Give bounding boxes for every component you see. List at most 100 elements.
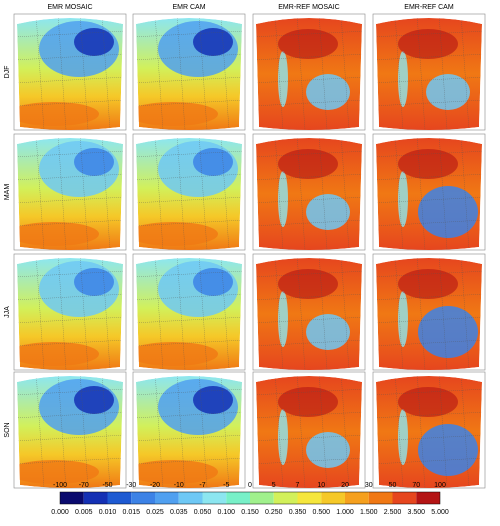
anomaly (136, 460, 218, 484)
map (256, 376, 362, 488)
graticule (154, 138, 164, 250)
colorbar-bottom-label: 0.005 (75, 509, 93, 516)
anomaly (398, 51, 408, 107)
graticule (256, 434, 362, 442)
anomaly (398, 171, 408, 227)
graticule (376, 457, 482, 465)
colorbar-bin (107, 492, 132, 504)
graticule (376, 434, 482, 442)
colorbar-bin (83, 492, 108, 504)
colorbar-top-label: -70 (79, 482, 89, 489)
graticule (176, 18, 186, 130)
anomaly (306, 194, 350, 230)
graticule (17, 457, 123, 465)
map (256, 138, 362, 250)
colorbar-bin (155, 492, 179, 504)
colorbar-bin (345, 492, 369, 504)
anomaly (193, 148, 233, 176)
anomaly (306, 432, 350, 468)
graticule (136, 76, 242, 84)
colorbar-bin (368, 492, 393, 504)
anomaly (74, 28, 114, 56)
graticule (256, 219, 362, 227)
map (256, 18, 362, 130)
graticule (376, 30, 482, 38)
graticule (376, 270, 482, 278)
graticule (136, 434, 242, 442)
colorbar-bottom-label: 3.500 (407, 509, 425, 516)
row-label: DJF (4, 66, 11, 79)
graticule (17, 53, 123, 61)
graticule (460, 138, 470, 250)
row-label: SON (4, 422, 11, 437)
anomaly (278, 149, 338, 179)
anomaly (278, 291, 288, 347)
graticule (318, 138, 328, 250)
colorbar-bin (273, 492, 298, 504)
graticule (57, 138, 67, 250)
graticule (17, 150, 123, 158)
colorbar-bottom-label: 0.035 (170, 509, 188, 516)
colorbar-bottom-label: 0.350 (289, 509, 307, 516)
graticule (220, 18, 230, 130)
colorbar-bottom-label: 0.500 (312, 509, 330, 516)
anomaly (136, 342, 218, 366)
colorbar-top-label: 50 (389, 482, 397, 489)
graticule (256, 457, 362, 465)
anomaly (278, 269, 338, 299)
graticule (136, 196, 242, 204)
colorbar-top-label: -30 (126, 482, 136, 489)
graticule (136, 339, 242, 347)
colorbar-top-label: 100 (434, 482, 446, 489)
graticule (136, 173, 242, 181)
colorbar-top-label: -5 (223, 482, 229, 489)
column-title: EMR MOSAIC (47, 4, 92, 11)
graticule (17, 339, 123, 347)
graticule (176, 376, 186, 488)
graticule (154, 258, 164, 370)
column-title: EMR CAM (172, 4, 205, 11)
graticule (101, 18, 111, 130)
column-title: EMR-REF MOSAIC (278, 4, 339, 11)
anomaly (278, 387, 338, 417)
colorbar-bin (297, 492, 322, 504)
graticule (136, 30, 242, 38)
graticule (35, 376, 45, 488)
graticule (57, 18, 67, 130)
map (136, 376, 242, 488)
graticule (274, 258, 284, 370)
graticule (318, 376, 328, 488)
colorbar-bin (321, 492, 345, 504)
graticule (256, 411, 362, 419)
colorbar-bottom-label: 0.100 (217, 509, 235, 516)
colorbar-top-label: 5 (272, 482, 276, 489)
graticule (79, 376, 89, 488)
colorbar-top-label: -50 (102, 482, 112, 489)
colorbar-top-label: 20 (341, 482, 349, 489)
anomaly (398, 291, 408, 347)
graticule (416, 258, 426, 370)
graticule (416, 376, 426, 488)
graticule (17, 388, 123, 396)
graticule (256, 316, 362, 324)
map (256, 258, 362, 370)
graticule (256, 388, 362, 396)
graticule (35, 138, 45, 250)
graticule (79, 138, 89, 250)
colorbar-bottom-label: 0.015 (122, 509, 140, 516)
map (376, 376, 482, 488)
map (136, 138, 242, 250)
graticule (376, 411, 482, 419)
graticule (136, 150, 242, 158)
map (376, 258, 482, 370)
anomaly (306, 314, 350, 350)
colorbar-bin (202, 492, 227, 504)
anomaly (398, 269, 458, 299)
anomaly (17, 460, 99, 484)
graticule (460, 258, 470, 370)
colorbar-bottom-label: 5.000 (431, 509, 449, 516)
graticule (198, 258, 208, 370)
anomaly (193, 386, 233, 414)
graticule (17, 293, 123, 301)
